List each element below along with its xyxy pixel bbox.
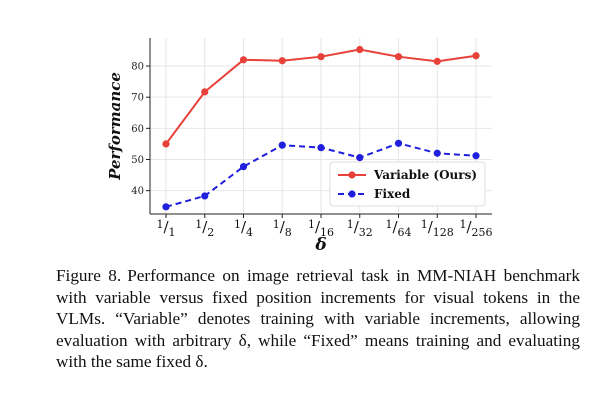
y-axis-label: Performance — [106, 72, 124, 181]
y-tick-label: 40 — [131, 186, 144, 197]
x-tick-label: 1/8 — [273, 218, 292, 239]
data-point — [356, 154, 364, 162]
x-tick-label: 1/16 — [308, 218, 334, 239]
y-tick-label: 60 — [131, 124, 144, 135]
legend-marker — [348, 190, 356, 198]
data-point — [394, 139, 403, 147]
x-tick-label: 1/4 — [234, 218, 253, 239]
data-point — [472, 52, 480, 60]
data-point — [433, 149, 441, 157]
data-point — [278, 57, 286, 65]
series-layer — [162, 45, 480, 211]
legend-box — [329, 161, 486, 207]
data-point — [394, 53, 403, 61]
data-point — [278, 141, 286, 149]
data-point — [356, 45, 364, 54]
figure-caption: Figure 8. Performance on image retrieval … — [56, 265, 580, 373]
caption-text: Performance on image retrieval task in M… — [56, 266, 580, 371]
data-point — [317, 53, 325, 61]
x-tick-label: 1/1 — [156, 218, 175, 239]
caption-label: Figure 8. — [56, 266, 122, 285]
data-point — [317, 144, 325, 152]
y-tick-label: 50 — [131, 155, 144, 166]
x-tick-label: 1/2 — [195, 218, 214, 239]
legend-label: Variable (Ours) — [373, 168, 477, 182]
x-axis-label: δ — [314, 235, 326, 255]
data-point — [239, 163, 248, 171]
x-tick-label: 1/32 — [347, 218, 373, 239]
data-point — [201, 192, 209, 200]
line-chart: 40 50 60 70 80 1/1 1/2 1/4 1/8 1/16 1/32 1/64 1/1281… — [106, 38, 493, 255]
data-point — [239, 56, 248, 64]
data-point — [433, 57, 441, 65]
data-point — [162, 140, 170, 148]
x-tick-label: 1/256 — [459, 218, 492, 239]
axes — [146, 38, 492, 218]
data-point — [472, 152, 480, 160]
tick-labels: 40 50 60 70 80 1/1 1/2 1/4 1/8 1/16 1/32 1/64 1/1281… — [131, 62, 492, 239]
data-point — [201, 88, 209, 96]
x-tick-label: 1/128 — [421, 218, 454, 239]
data-point — [162, 203, 170, 211]
legend-marker — [348, 171, 356, 179]
x-tick-label: 1/64 — [385, 218, 411, 239]
y-tick-label: 80 — [131, 62, 144, 73]
legend-label: Fixed — [374, 187, 411, 201]
legend: Variable (Ours) Fixed — [329, 161, 486, 207]
y-tick-label: 70 — [131, 93, 144, 104]
